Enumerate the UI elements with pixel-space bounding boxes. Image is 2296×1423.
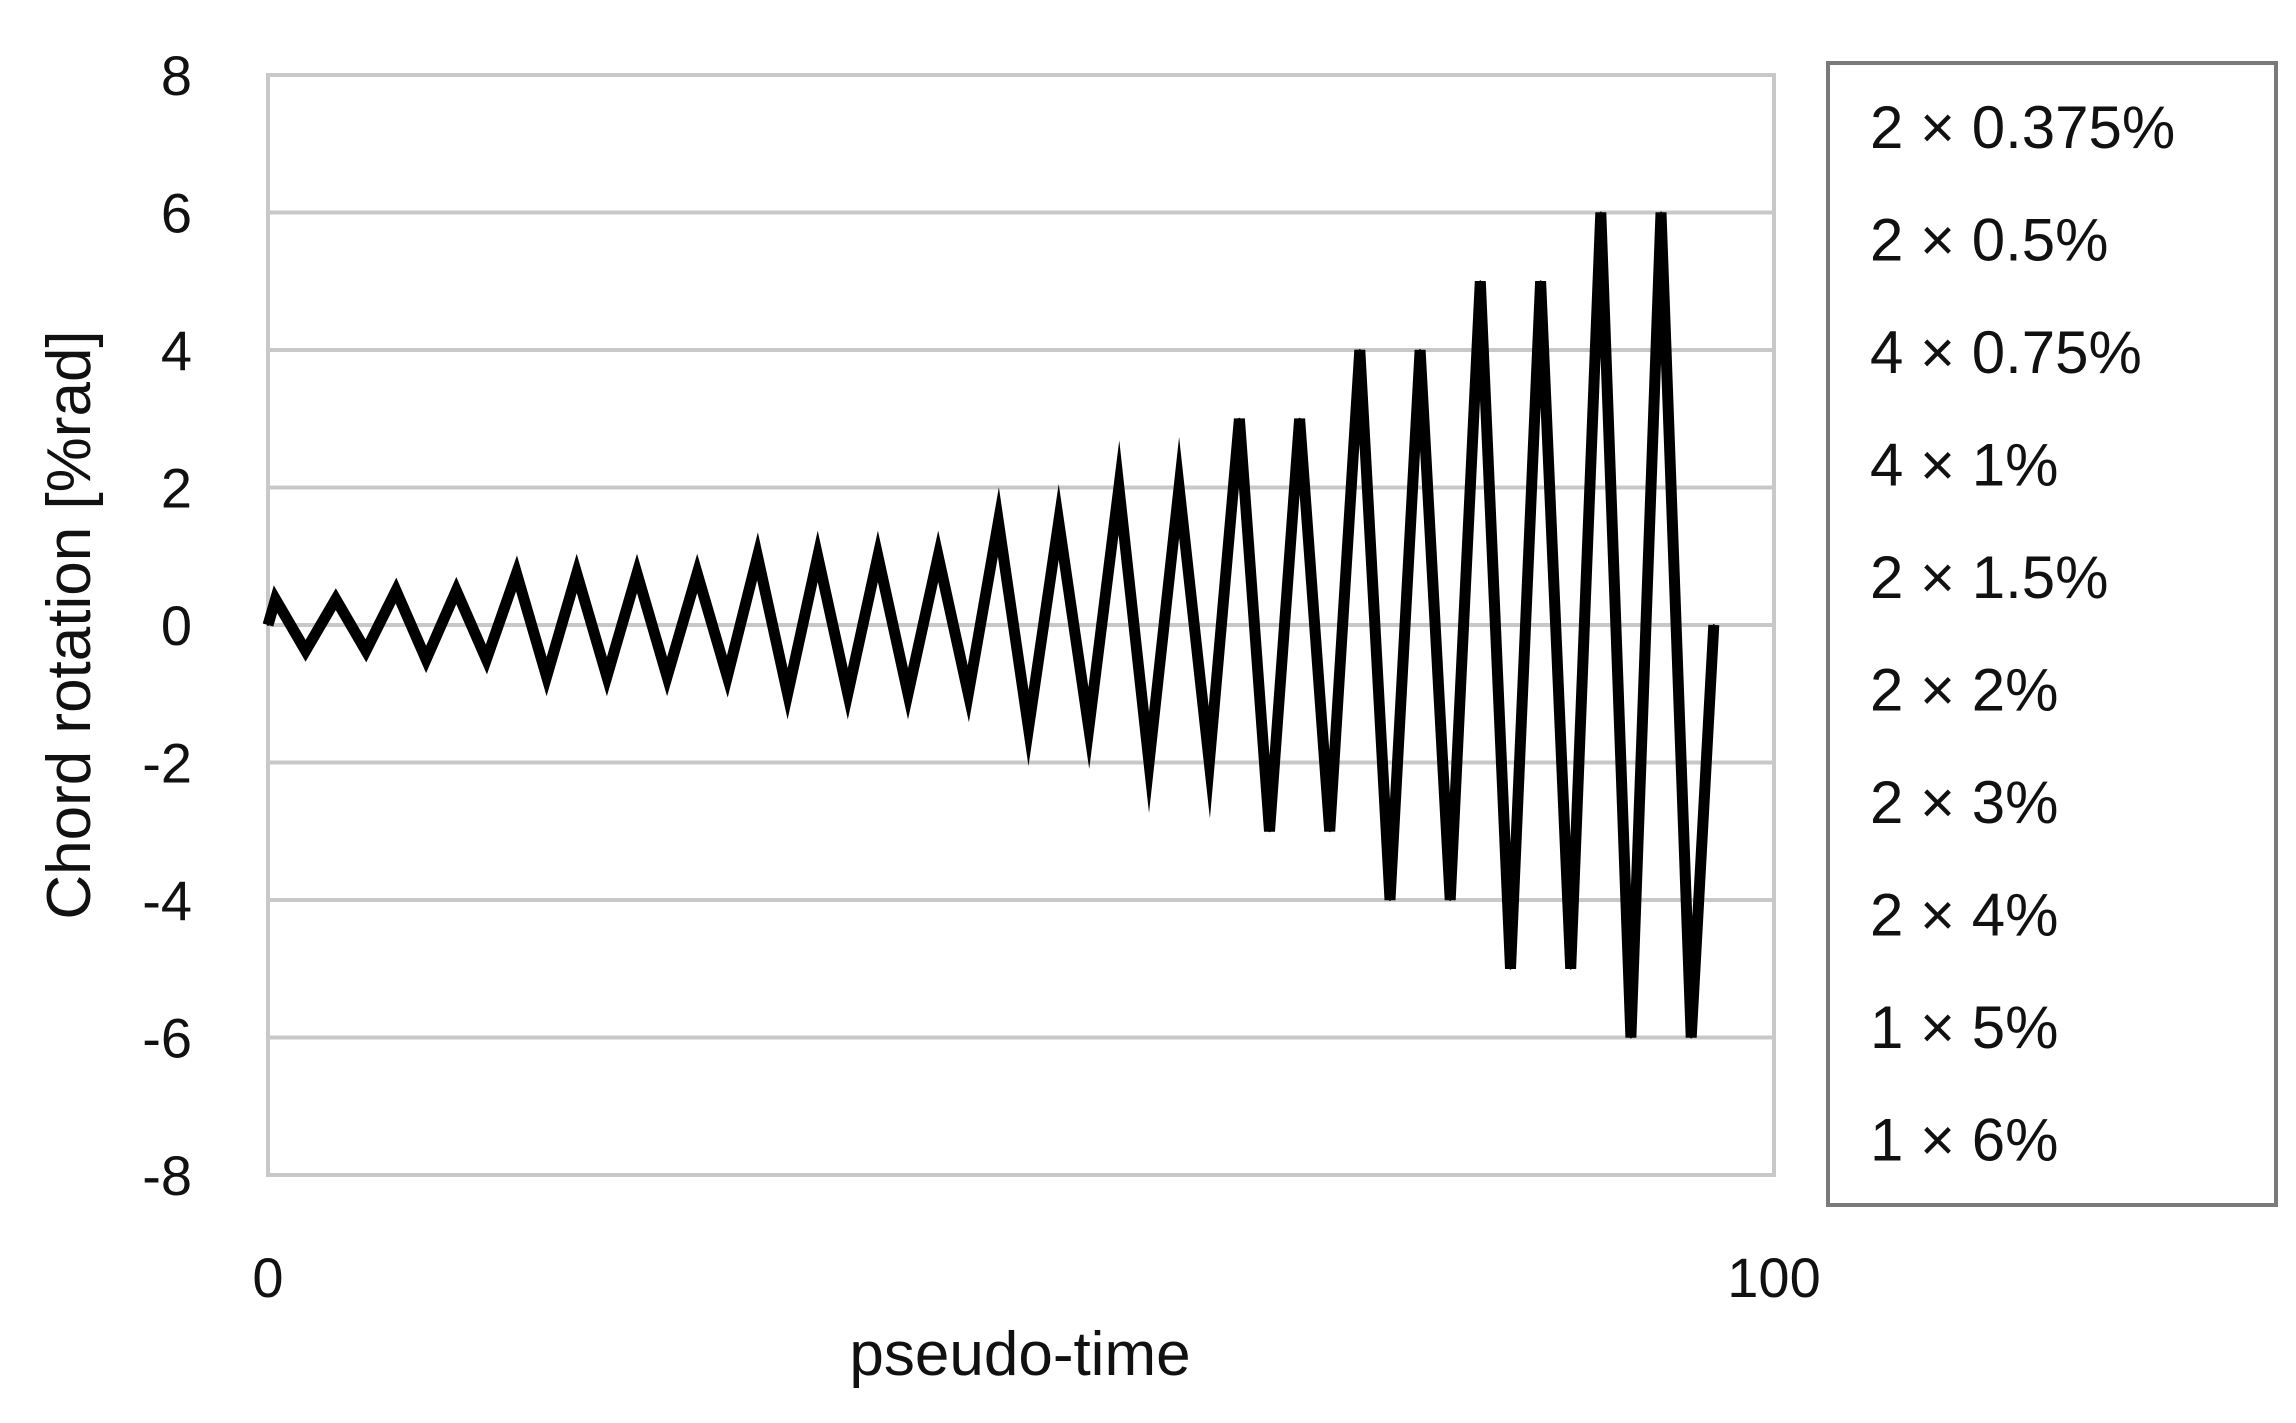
x-tick-label: 0 (252, 1246, 283, 1309)
legend-entry: 2 × 3% (1870, 769, 2058, 836)
data-point (1419, 349, 1422, 351)
data-point (937, 555, 940, 558)
legend-entry: 2 × 0.5% (1870, 207, 2109, 274)
data-point (1057, 520, 1060, 523)
series-line (262, 212, 1720, 1038)
legend-entry: 2 × 4% (1870, 882, 2058, 949)
y-tick-labels: 8 6 4 2 0 -2 -4 -6 -8 (142, 44, 192, 1207)
data-point (1328, 830, 1331, 833)
data-point (1358, 349, 1361, 351)
data-point (267, 624, 269, 626)
data-point (696, 572, 699, 575)
data-point (786, 692, 789, 695)
y-tick-label: -6 (142, 1007, 192, 1070)
data-point (1388, 899, 1391, 901)
data-point (1629, 1036, 1632, 1039)
data-point (515, 572, 518, 575)
data-point (1539, 280, 1542, 283)
legend-entry: 4 × 0.75% (1870, 319, 2142, 386)
y-tick-label: 6 (161, 182, 192, 245)
data-point (304, 649, 307, 652)
y-tick-label: -2 (142, 732, 192, 795)
data-point (997, 520, 1000, 523)
legend-entries: 2 × 0.375% 2 × 0.5% 4 × 0.75% 4 × 1% 2 × 1.5… (1870, 94, 2175, 1174)
y-tick-label: -8 (142, 1144, 192, 1207)
data-point (1027, 727, 1030, 730)
legend-entry: 4 × 1% (1870, 432, 2058, 499)
data-point (455, 589, 458, 592)
data-point (726, 675, 729, 678)
data-point (967, 692, 970, 695)
data-point (1712, 624, 1715, 626)
x-axis-title: pseudo-time (849, 1320, 1190, 1389)
data-point (485, 658, 488, 661)
data-point (1117, 486, 1120, 489)
data-point (1690, 1036, 1693, 1039)
y-tick-label: 4 (161, 319, 192, 382)
data-point (756, 555, 759, 558)
legend: 2 × 0.375% 2 × 0.5% 4 × 0.75% 4 × 1% 2 × 1.5… (1826, 61, 2278, 1207)
legend-box (1826, 61, 2278, 1207)
y-tick-label: 8 (161, 44, 192, 107)
data-point (395, 589, 398, 592)
data-point (635, 572, 638, 575)
data-point (1298, 417, 1301, 420)
data-point (1178, 486, 1181, 489)
data-point (1449, 899, 1452, 901)
x-tick-label: 100 (1727, 1246, 1820, 1309)
data-point (1509, 967, 1512, 970)
y-tick-label: 2 (161, 457, 192, 520)
y-axis-title: Chord rotation [%rad] (35, 330, 104, 919)
data-point (545, 675, 548, 678)
x-tick-labels: 0 100 (252, 1246, 1820, 1309)
data-point (575, 572, 578, 575)
data-point (1238, 417, 1241, 420)
data-point (816, 555, 819, 558)
data-point (1148, 761, 1151, 764)
data-point (907, 692, 910, 695)
legend-entry: 2 × 1.5% (1870, 544, 2109, 611)
data-point (334, 598, 337, 601)
y-tick-label: -4 (142, 869, 192, 932)
data-point (274, 598, 277, 601)
data-point (1208, 761, 1211, 764)
data-point (1479, 280, 1482, 283)
legend-entry: 1 × 6% (1870, 1107, 2058, 1174)
data-point (1660, 211, 1663, 214)
y-tick-label: 0 (161, 594, 192, 657)
data-point (1087, 727, 1090, 730)
data-point (364, 649, 367, 652)
data-point (605, 675, 608, 678)
legend-entry: 2 × 2% (1870, 657, 2058, 724)
data-point (1268, 830, 1271, 833)
legend-entry: 2 × 0.375% (1870, 94, 2175, 161)
legend-entry: 1 × 5% (1870, 994, 2058, 1061)
data-point (1569, 967, 1572, 970)
data-point (666, 675, 669, 678)
data-point (876, 555, 879, 558)
data-point (846, 692, 849, 695)
data-point (1599, 211, 1602, 214)
data-point (425, 658, 428, 661)
data-points (267, 211, 1715, 1039)
